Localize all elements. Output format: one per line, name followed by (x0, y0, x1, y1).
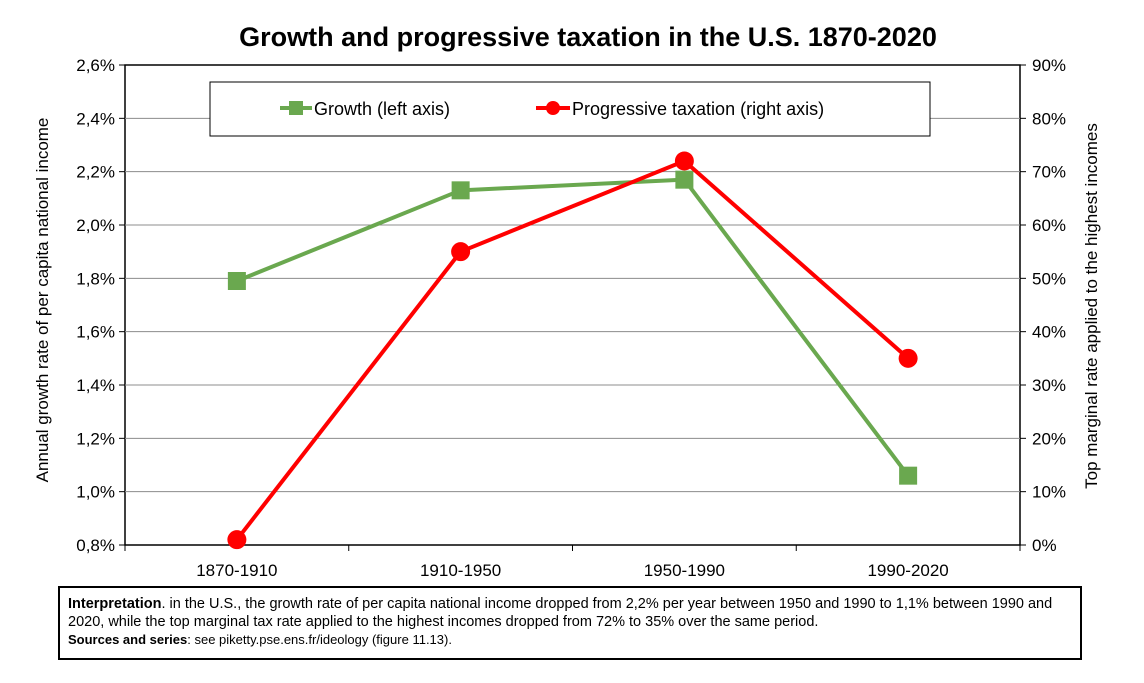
sources-body: : see piketty.pse.ens.fr/ideology (figur… (187, 632, 452, 647)
left-tick-label: 1,6% (76, 323, 115, 342)
series-line-1 (235, 159, 910, 541)
x-tick-label: 1950-1990 (644, 561, 725, 580)
series-layer (227, 151, 918, 550)
right-tick-label: 10% (1032, 483, 1066, 502)
right-tick-label: 70% (1032, 163, 1066, 182)
legend-growth-marker (289, 101, 303, 115)
series-line-0 (236, 177, 910, 477)
right-tick-label: 40% (1032, 323, 1066, 342)
sources-label: Sources and series (68, 632, 188, 647)
plot-area (124, 64, 1021, 546)
legend-growth-label: Growth (left axis) (314, 99, 450, 119)
growth-point (899, 466, 918, 485)
left-tick-label: 2,4% (76, 109, 115, 128)
growth-point (675, 170, 694, 189)
gridlines (125, 117, 1020, 493)
left-tick-label: 2,6% (76, 56, 115, 75)
left-tick-label: 0,8% (76, 536, 115, 555)
left-tick-label: 2,2% (76, 163, 115, 182)
growth-point (451, 181, 470, 200)
taxation-point (451, 242, 471, 262)
right-axis-label: Top marginal rate applied to the highest… (1082, 123, 1101, 489)
sources-text: Sources and series: see piketty.pse.ens.… (68, 631, 1072, 649)
taxation-point (227, 530, 247, 550)
left-tick-label: 1,2% (76, 429, 115, 448)
interpretation-body: . in the U.S., the growth rate of per ca… (68, 596, 1053, 630)
growth-point (227, 272, 246, 290)
right-tick-label: 90% (1032, 56, 1066, 75)
right-tick-label: 50% (1032, 269, 1066, 288)
right-tick-label: 20% (1032, 429, 1066, 448)
left-tick-label: 2,0% (76, 216, 115, 235)
right-axis-ticks: 0% 10% 20% 30% 40% 50% 60% 70% 80% 90% (1020, 56, 1066, 555)
left-axis-label: Annual growth rate of per capita nationa… (33, 118, 52, 483)
legend: Growth (left axis) Progressive taxation … (209, 81, 931, 137)
legend-tax-marker (546, 101, 560, 115)
chart-title: Growth and progressive taxation in the U… (239, 22, 937, 52)
growth-taxation-chart: Growth and progressive taxation in the U… (33, 22, 1101, 580)
x-tick-label: 1870-1910 (196, 561, 277, 580)
right-tick-label: 80% (1032, 109, 1066, 128)
legend-tax-label: Progressive taxation (right axis) (572, 99, 824, 119)
left-tick-label: 1,8% (76, 269, 115, 288)
interpretation-label: Interpretation (68, 596, 162, 612)
interpretation-note: Interpretation. in the U.S., the growth … (58, 586, 1082, 660)
right-tick-label: 30% (1032, 376, 1066, 395)
taxation-point (674, 151, 694, 171)
x-tick-label: 1990-2020 (867, 561, 948, 580)
left-axis-ticks: 0,8% 1,0% 1,2% 1,4% 1,6% 1,8% 2,0% 2,2% 2,4% 2,6% (76, 56, 125, 555)
taxation-point (898, 348, 918, 368)
x-tick-label: 1910-1950 (420, 561, 501, 580)
left-tick-label: 1,0% (76, 483, 115, 502)
left-tick-label: 1,4% (76, 376, 115, 395)
x-axis-ticks: 1870-1910 1910-1950 1950-1990 1990-2020 (124, 545, 1021, 580)
interpretation-text: Interpretation. in the U.S., the growth … (68, 595, 1072, 631)
right-tick-label: 0% (1032, 536, 1057, 555)
right-tick-label: 60% (1032, 216, 1066, 235)
